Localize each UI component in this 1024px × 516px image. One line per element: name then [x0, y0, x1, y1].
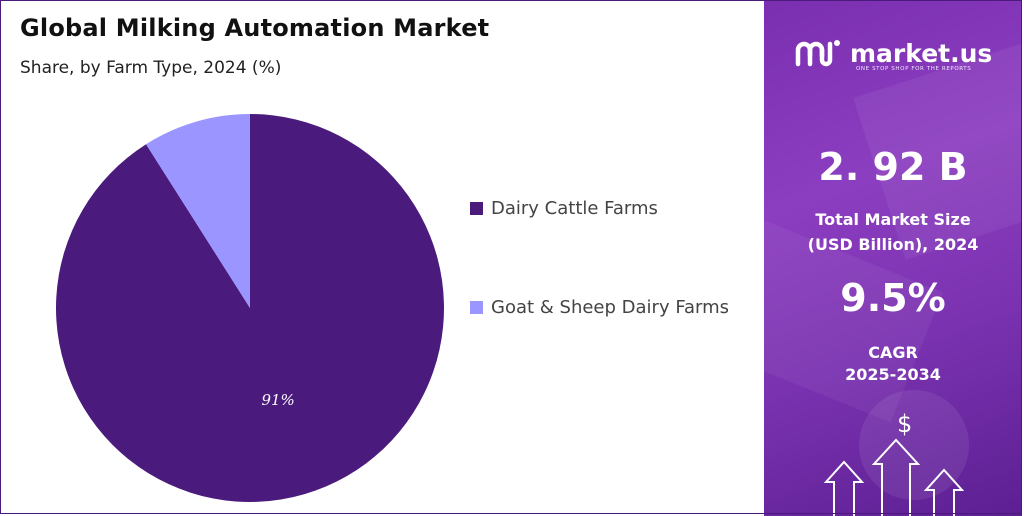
legend-swatch	[470, 301, 483, 314]
market-size-label: Total Market Size	[815, 210, 971, 229]
pie-data-label: 91%	[261, 391, 294, 409]
legend-swatch	[470, 202, 483, 215]
legend-item-goat-sheep-dairy-farms: Goat & Sheep Dairy Farms	[470, 297, 729, 318]
legend-item-dairy-cattle-farms: Dairy Cattle Farms	[470, 198, 658, 219]
legend-label: Goat & Sheep Dairy Farms	[491, 297, 730, 318]
stats-panel: market.us ONE STOP SHOP FOR THE REPORTS …	[764, 0, 1022, 516]
legend-label: Dairy Cattle Farms	[491, 198, 658, 219]
pie-chart: 91%	[55, 114, 444, 502]
brand-logo: market.us	[794, 38, 992, 68]
cagr-label: CAGR	[868, 343, 918, 362]
chart-panel: Global Milking Automation Market Share, …	[20, 14, 730, 502]
chart-title: Global Milking Automation Market	[20, 14, 490, 42]
pie-slice-goat-sheep-dairy-farms	[146, 114, 250, 308]
background-decoration	[859, 390, 969, 500]
growth-arrows-icon	[824, 438, 964, 516]
chart-subtitle: Share, by Farm Type, 2024 (%)	[20, 58, 282, 78]
market-size-sublabel: (USD Billion), 2024	[807, 235, 979, 254]
pie-slice-dairy-cattle-farms	[55, 114, 444, 502]
dollar-icon: $	[897, 410, 913, 438]
market-size-value: 2. 92 B	[818, 145, 968, 189]
cagr-value: 9.5%	[840, 276, 946, 320]
brand-name: market.us	[850, 38, 993, 68]
market-us-logo-icon	[795, 40, 840, 67]
brand-tagline: ONE STOP SHOP FOR THE REPORTS	[856, 66, 972, 72]
cagr-period: 2025-2034	[845, 365, 941, 384]
